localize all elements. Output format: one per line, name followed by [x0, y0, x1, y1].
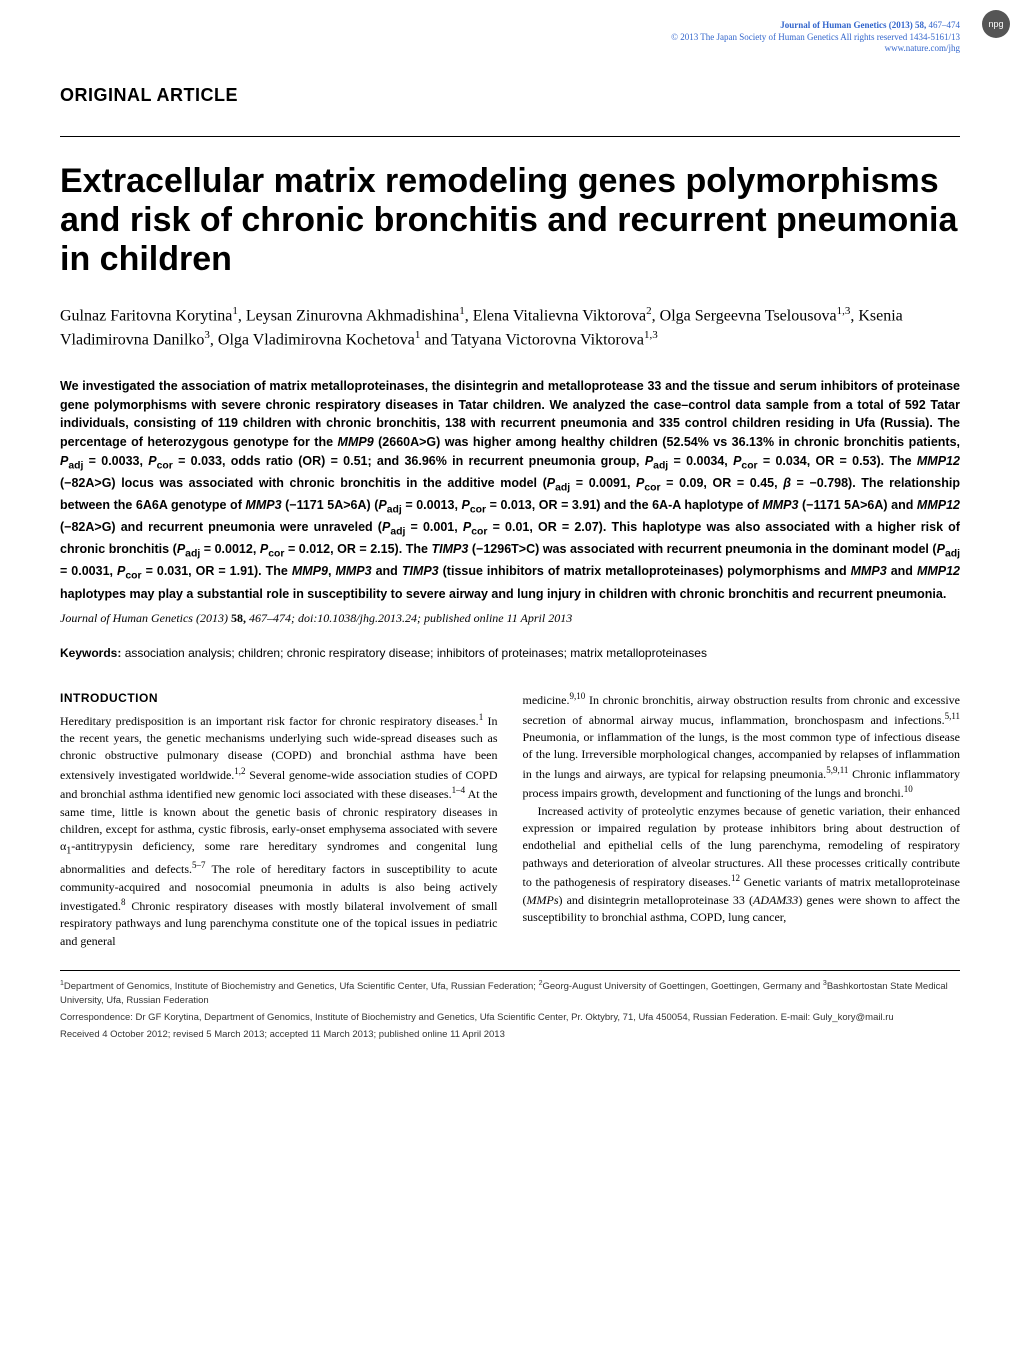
- divider-footer: [60, 970, 960, 971]
- column-right: medicine.9,10 In chronic bronchitis, air…: [523, 690, 961, 950]
- article-title: Extracellular matrix remodeling genes po…: [60, 162, 960, 279]
- footer: 1Department of Genomics, Institute of Bi…: [60, 979, 960, 1041]
- journal-website: www.nature.com/jhg: [885, 43, 960, 53]
- citation: Journal of Human Genetics (2013) 58, 467…: [60, 611, 960, 626]
- abstract: We investigated the association of matri…: [60, 377, 960, 604]
- keywords: Keywords: association analysis; children…: [60, 646, 960, 660]
- keywords-label: Keywords:: [60, 646, 121, 660]
- journal-copyright: © 2013 The Japan Society of Human Geneti…: [671, 32, 960, 42]
- npg-badge: npg: [982, 10, 1010, 38]
- intro-paragraph-1: Hereditary predisposition is an importan…: [60, 711, 498, 951]
- page-header: npg Journal of Human Genetics (2013) 58,…: [0, 0, 1020, 65]
- received-dates: Received 4 October 2012; revised 5 March…: [60, 1028, 960, 1041]
- divider-top: [60, 136, 960, 137]
- journal-pages: 467–474: [929, 20, 961, 30]
- correspondence: Correspondence: Dr GF Korytina, Departme…: [60, 1011, 960, 1024]
- body-columns: INTRODUCTION Hereditary predisposition i…: [60, 690, 960, 950]
- journal-info: Journal of Human Genetics (2013) 58, 467…: [60, 20, 960, 55]
- column-left: INTRODUCTION Hereditary predisposition i…: [60, 690, 498, 950]
- journal-name: Journal of Human Genetics (2013) 58,: [780, 20, 926, 30]
- affiliations: 1Department of Genomics, Institute of Bi…: [60, 979, 960, 1007]
- authors: Gulnaz Faritovna Korytina1, Leysan Zinur…: [60, 304, 960, 351]
- intro-paragraph-3: Increased activity of proteolytic enzyme…: [523, 803, 961, 927]
- npg-badge-text: npg: [988, 19, 1003, 29]
- intro-heading: INTRODUCTION: [60, 690, 498, 707]
- intro-paragraph-2: medicine.9,10 In chronic bronchitis, air…: [523, 690, 961, 802]
- article-content: ORIGINAL ARTICLE Extracellular matrix re…: [0, 65, 1020, 1086]
- keywords-text: association analysis; children; chronic …: [121, 646, 707, 660]
- article-type: ORIGINAL ARTICLE: [60, 85, 960, 106]
